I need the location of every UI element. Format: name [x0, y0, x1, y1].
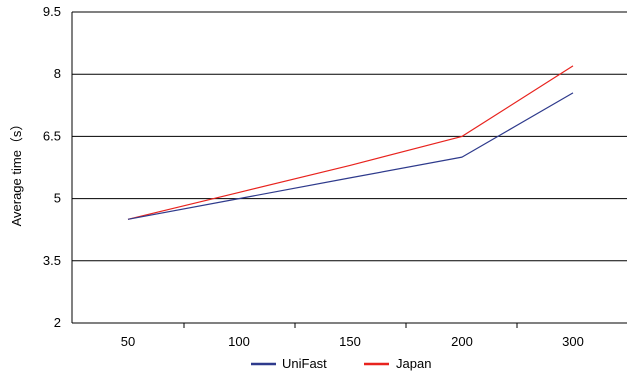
y-axis-label: Average time（s）	[9, 118, 24, 227]
x-tick-label: 100	[228, 334, 250, 349]
y-tick-label: 3.5	[43, 253, 61, 268]
grid-lines	[72, 11, 627, 262]
x-tick-labels: 50 100 150 200 300	[121, 334, 584, 349]
x-tick-label: 300	[562, 334, 584, 349]
legend-label-unifast: UniFast	[282, 356, 327, 371]
y-tick-label: 6.5	[43, 128, 61, 143]
x-tick-label: 50	[121, 334, 135, 349]
x-tick-label: 200	[451, 334, 473, 349]
y-tick-label: 2	[54, 315, 61, 330]
y-tick-label: 8	[54, 66, 61, 81]
axes	[71, 12, 627, 328]
y-tick-labels: 2 3.5 5 6.5 8 9.5	[43, 4, 61, 330]
series-line-japan	[127, 65, 574, 220]
y-tick-label: 5	[54, 191, 61, 206]
series-lines	[127, 65, 574, 220]
series-line-unifast	[127, 92, 574, 220]
legend: UniFast Japan	[251, 356, 431, 371]
y-tick-label: 9.5	[43, 4, 61, 19]
legend-label-japan: Japan	[396, 356, 431, 371]
x-tick-label: 150	[339, 334, 361, 349]
